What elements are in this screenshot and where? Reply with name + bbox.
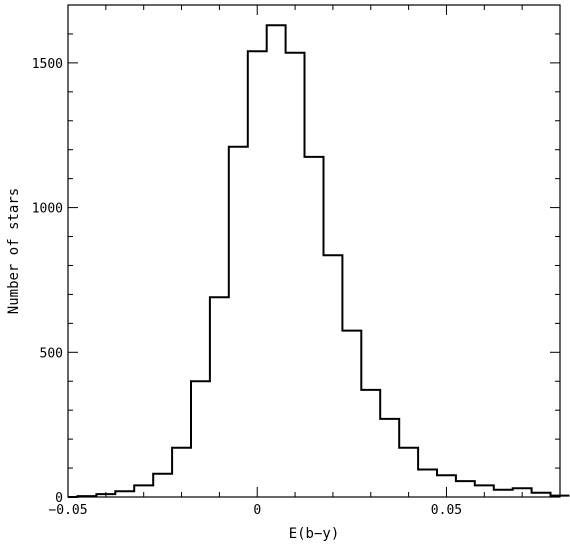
x-tick-label: 0.05: [431, 503, 462, 518]
x-tick-label: 0: [253, 503, 261, 518]
x-tick-label: −0.05: [48, 503, 87, 518]
y-tick-label: 1000: [32, 202, 63, 217]
y-tick-label: 500: [40, 346, 63, 361]
histogram-outline: [68, 24, 570, 498]
y-tick-label: 0: [55, 491, 63, 506]
axis-ticks: [67, 4, 561, 498]
x-axis-title: E(b−y): [289, 526, 340, 542]
y-axis-title: Number of stars: [6, 188, 22, 314]
plot-frame: [67, 4, 561, 498]
y-tick-label: 1500: [32, 57, 63, 72]
